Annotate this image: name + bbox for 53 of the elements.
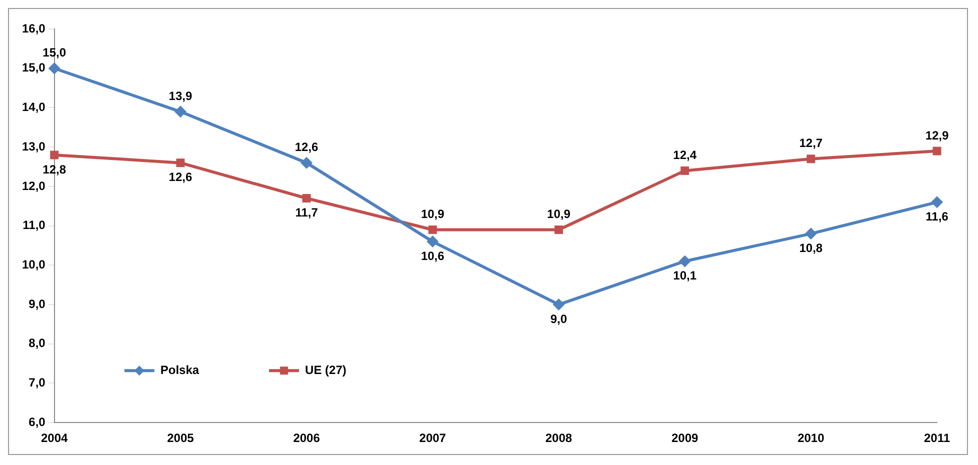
- point: [552, 298, 565, 311]
- data-label: 12,9: [925, 128, 949, 142]
- x-tick-label: 2011: [924, 431, 950, 446]
- data-label: 10,9: [420, 207, 445, 222]
- y-tick-label: 16,0: [22, 21, 46, 36]
- y-tick-label: 9,0: [28, 296, 46, 311]
- data-label: 10,6: [420, 248, 445, 263]
- x-tick-label: 2009: [671, 431, 698, 446]
- data-label: 11,7: [295, 206, 318, 220]
- point: [302, 194, 311, 202]
- point: [931, 196, 943, 208]
- data-label: 12,8: [42, 162, 66, 176]
- point: [678, 255, 691, 268]
- data-label: 12,7: [799, 136, 823, 150]
- x-tick-label: 2004: [41, 431, 68, 446]
- y-tick-label: 15,0: [22, 60, 46, 75]
- data-label: 10,9: [547, 207, 571, 222]
- y-tick-label: 10,0: [22, 257, 46, 272]
- point: [554, 225, 563, 234]
- point: [50, 150, 59, 160]
- legend-label: Polska: [160, 362, 200, 377]
- y-tick-label: 13,0: [22, 139, 46, 154]
- x-tick-label: 2008: [545, 431, 572, 446]
- data-label: 12,4: [673, 148, 697, 162]
- point: [680, 166, 690, 175]
- point: [174, 106, 186, 118]
- point: [804, 228, 817, 240]
- point: [806, 154, 816, 164]
- point: [176, 158, 185, 168]
- data-label: 10,8: [799, 240, 823, 255]
- y-tick-label: 6,0: [28, 414, 46, 429]
- x-tick-label: 2010: [798, 431, 825, 446]
- y-tick-label: 7,0: [28, 376, 46, 390]
- data-label: 11,6: [926, 209, 949, 224]
- data-label: 12,6: [294, 140, 319, 154]
- point: [48, 62, 60, 74]
- y-tick-label: 14,0: [22, 100, 46, 114]
- data-label: 13,9: [168, 88, 192, 103]
- legend-label: UE (27): [305, 362, 346, 377]
- x-tick-label: 2007: [419, 431, 446, 446]
- point: [428, 225, 437, 234]
- data-label: 10,1: [673, 268, 697, 283]
- data-label: 12,6: [168, 170, 192, 184]
- y-tick-label: 8,0: [28, 336, 46, 350]
- point: [932, 146, 942, 156]
- data-label: 15,0: [42, 46, 66, 60]
- x-tick-label: 2006: [293, 431, 320, 446]
- x-tick-label: 2005: [167, 431, 194, 446]
- point: [426, 236, 439, 248]
- y-tick-label: 12,0: [22, 178, 46, 193]
- y-tick-label: 11,0: [22, 218, 46, 232]
- point: [300, 156, 313, 169]
- data-label: 9,0: [550, 312, 568, 326]
